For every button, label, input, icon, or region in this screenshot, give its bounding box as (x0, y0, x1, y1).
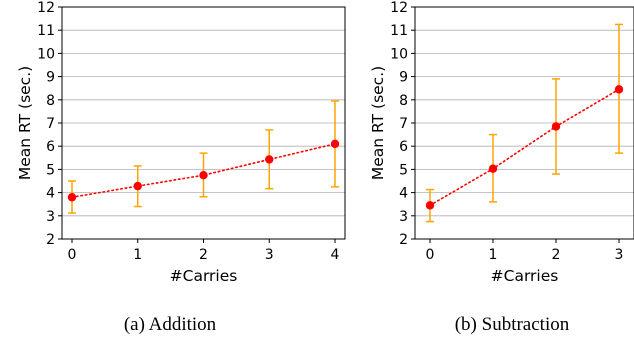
y-tick-label: 12 (390, 0, 408, 16)
panel-caption: (b) Subtraction (455, 314, 570, 335)
x-tick-label: 0 (68, 247, 77, 263)
y-tick-label: 11 (37, 23, 55, 39)
y-tick-label: 6 (399, 139, 408, 155)
panel-caption: (a) Addition (124, 314, 217, 335)
x-axis-label: #Carries (170, 267, 238, 285)
x-tick-label: 3 (615, 247, 624, 263)
y-tick-label: 2 (46, 232, 55, 248)
y-tick-label: 5 (46, 162, 55, 178)
y-tick-label: 4 (46, 186, 55, 202)
x-axis-label: #Carries (491, 267, 559, 285)
y-tick-label: 4 (399, 186, 408, 202)
x-tick-label: 1 (489, 247, 498, 263)
data-point (488, 164, 498, 173)
data-point (614, 85, 624, 94)
y-tick-label: 8 (46, 93, 55, 109)
x-tick-label: 3 (265, 247, 274, 263)
y-tick-label: 9 (399, 70, 408, 86)
y-tick-label: 6 (46, 139, 55, 155)
x-tick-label: 0 (426, 247, 435, 263)
x-tick-label: 1 (133, 247, 142, 263)
y-tick-label: 10 (37, 46, 55, 62)
y-tick-label: 8 (399, 93, 408, 109)
y-tick-label: 12 (37, 0, 55, 16)
y-tick-label: 7 (399, 116, 408, 132)
x-tick-label: 2 (199, 247, 208, 263)
data-point (133, 181, 142, 191)
series-line (71, 143, 336, 199)
y-tick-label: 2 (399, 232, 408, 248)
y-tick-label: 9 (46, 70, 55, 86)
data-point (265, 155, 274, 164)
y-tick-label: 7 (46, 116, 55, 132)
data-point (199, 171, 208, 180)
data-point (330, 139, 340, 149)
y-axis-label: Mean RT (sec.) (369, 66, 387, 180)
x-tick-label: 2 (552, 247, 561, 263)
y-tick-label: 5 (399, 162, 408, 178)
y-tick-label: 11 (390, 23, 408, 39)
y-tick-label: 3 (399, 209, 408, 225)
y-axis-label: Mean RT (sec.) (16, 66, 34, 180)
y-tick-label: 10 (390, 46, 408, 62)
data-point (425, 201, 435, 210)
data-point (67, 193, 77, 202)
data-point (551, 122, 561, 131)
y-tick-label: 3 (46, 209, 55, 225)
x-tick-label: 4 (331, 247, 340, 263)
series-line (429, 88, 620, 207)
